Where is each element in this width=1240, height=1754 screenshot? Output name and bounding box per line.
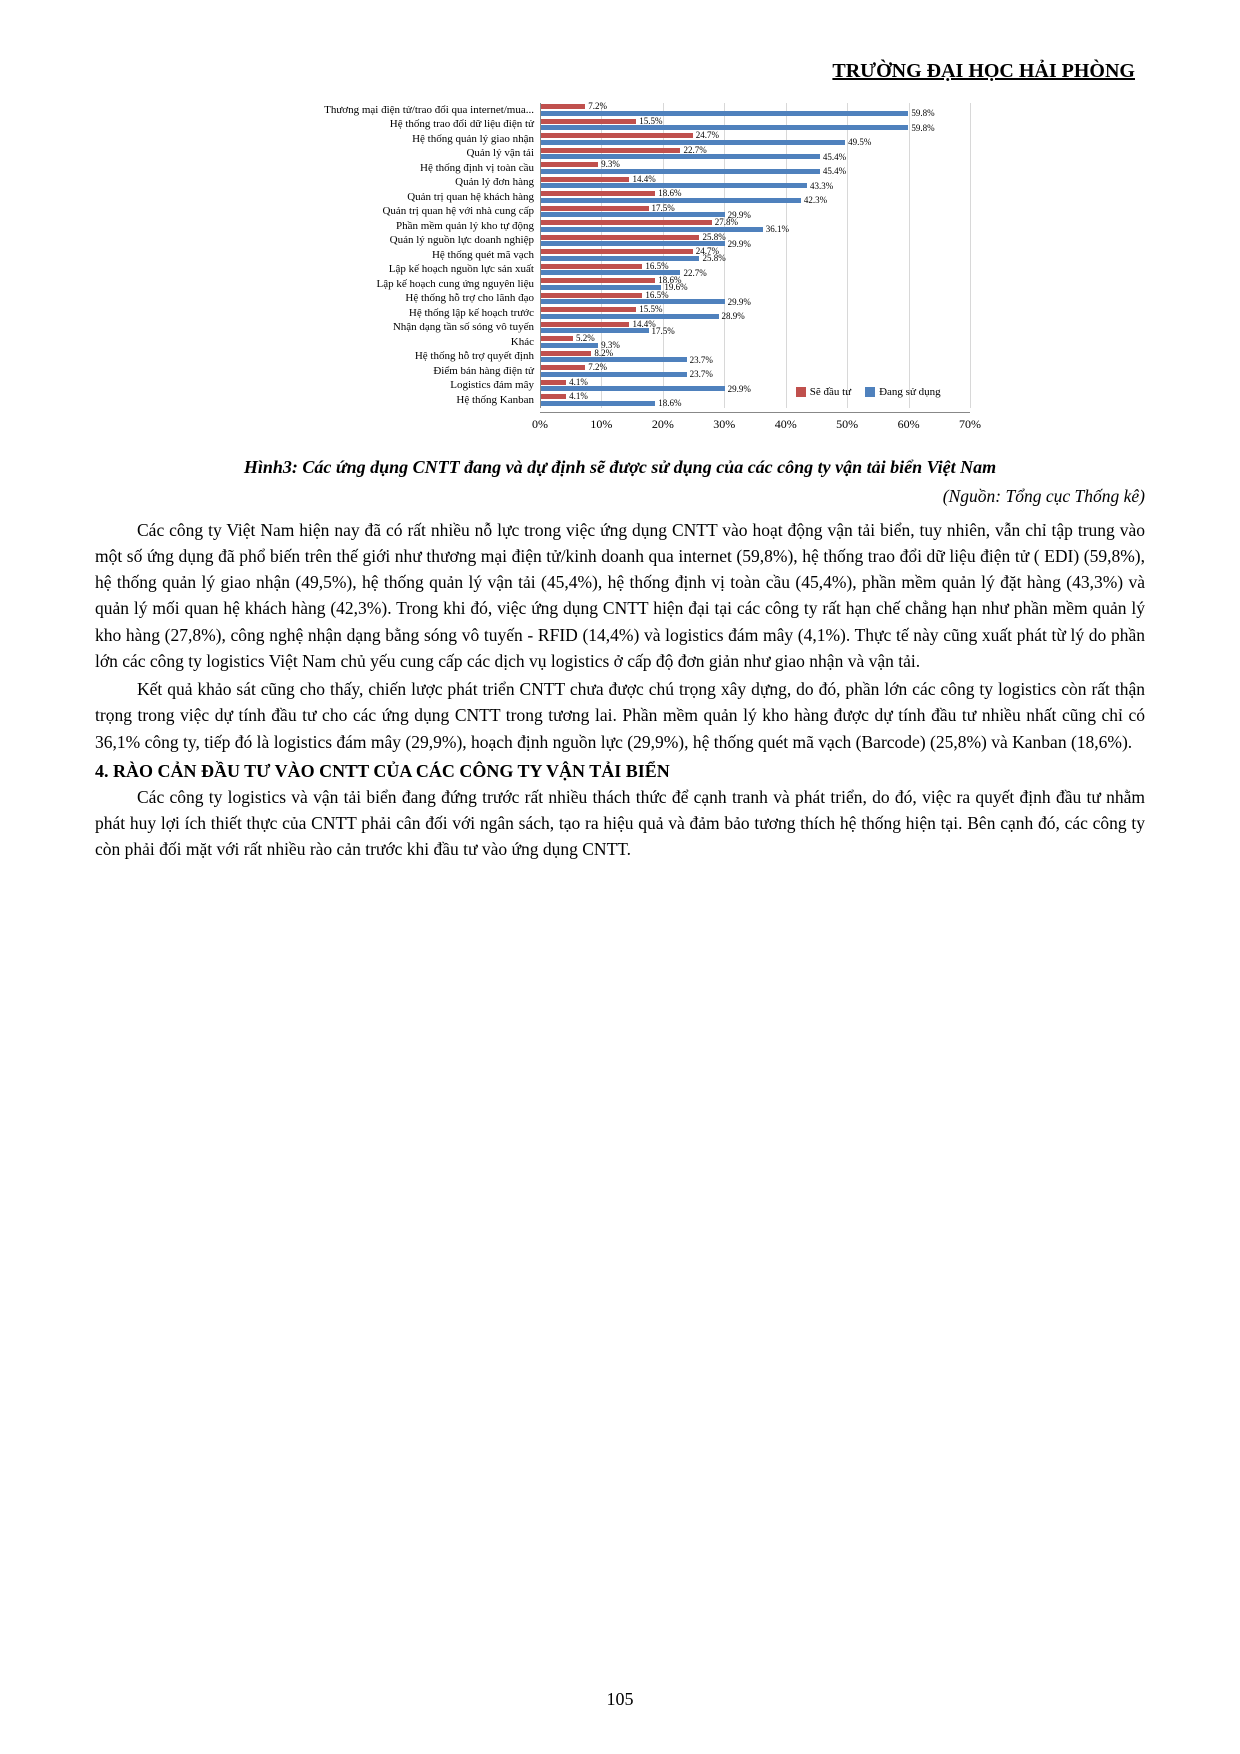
bar-using [541, 212, 725, 217]
x-axis-tick: 20% [652, 417, 674, 432]
bar-invest [541, 148, 680, 153]
bar-invest [541, 380, 566, 385]
chart-row: Lập kế hoạch cung ứng nguyên liệu18.6%19… [260, 277, 980, 292]
chart-category-label: Khác [260, 337, 540, 348]
chart-category-label: Hệ thống lập kế hoạch trước [260, 308, 540, 319]
x-axis-tick: 50% [836, 417, 858, 432]
bar-using [541, 256, 699, 261]
bar-invest [541, 394, 566, 399]
chart-row: Quản trị quan hệ khách hàng18.6%42.3% [260, 190, 980, 205]
x-axis-tick: 40% [775, 417, 797, 432]
chart-category-label: Lập kế hoạch nguồn lực sản xuất [260, 264, 540, 275]
chart-category-label: Hệ thống định vị toàn cầu [260, 163, 540, 174]
page-number: 105 [0, 1689, 1240, 1710]
chart-row: Hệ thống trao đổi dữ liệu điện tử15.5%59… [260, 118, 980, 133]
bar-invest [541, 264, 642, 269]
chart-row: Logistics đám mây4.1%29.9% [260, 379, 980, 394]
bar-using [541, 111, 908, 116]
chart-category-label: Quản trị quan hệ với nhà cung cấp [260, 206, 540, 217]
chart-row: Điểm bán hàng điện tử7.2%23.7% [260, 364, 980, 379]
bar-invest [541, 235, 699, 240]
chart-category-label: Phần mềm quản lý kho tự động [260, 221, 540, 232]
x-axis-tick: 30% [713, 417, 735, 432]
chart-row: Nhận dạng tần số sóng vô tuyến14.4%17.5% [260, 321, 980, 336]
bar-using [541, 285, 661, 290]
bar-invest [541, 177, 629, 182]
chart-category-label: Hệ thống quản lý giao nhận [260, 134, 540, 145]
bar-using [541, 140, 845, 145]
chart-row: Khác5.2%9.3% [260, 335, 980, 350]
chart-row: Quản trị quan hệ với nhà cung cấp17.5%29… [260, 205, 980, 220]
chart-category-label: Hệ thống trao đổi dữ liệu điện tử [260, 119, 540, 130]
bar-using [541, 169, 820, 174]
chart-category-label: Quản lý nguồn lực doanh nghiệp [260, 235, 540, 246]
body-paragraph-2: Kết quả khảo sát cũng cho thấy, chiến lư… [95, 676, 1145, 755]
chart-category-label: Hệ thống hỗ trợ quyết định [260, 351, 540, 362]
chart-row: Hệ thống Kanban4.1%18.6% [260, 393, 980, 408]
bar-invest [541, 322, 629, 327]
x-axis-tick: 0% [532, 417, 548, 432]
chart-row: Hệ thống hỗ trợ quyết định8.2%23.7% [260, 350, 980, 365]
chart-row: Hệ thống quản lý giao nhận24.7%49.5% [260, 132, 980, 147]
chart-row: Hệ thống lập kế hoạch trước15.5%28.9% [260, 306, 980, 321]
bar-using [541, 357, 687, 362]
bar-using [541, 401, 655, 406]
chart-category-label: Hệ thống hỗ trợ cho lãnh đạo [260, 293, 540, 304]
body-paragraph-1: Các công ty Việt Nam hiện nay đã có rất … [95, 517, 1145, 675]
x-axis-tick: 70% [959, 417, 981, 432]
bar-invest [541, 220, 712, 225]
bar-using [541, 154, 820, 159]
section-heading: 4. RÀO CẢN ĐẦU TƯ VÀO CNTT CỦA CÁC CÔNG … [95, 761, 1145, 782]
bar-invest [541, 336, 573, 341]
bar-invest [541, 133, 693, 138]
chart-row: Hệ thống quét mã vạch24.7%25.8% [260, 248, 980, 263]
figure-caption: Hình3: Các ứng dụng CNTT đang và dự định… [95, 454, 1145, 480]
bar-invest [541, 307, 636, 312]
chart-category-label: Quản trị quan hệ khách hàng [260, 192, 540, 203]
bar-invest [541, 365, 585, 370]
chart-category-label: Lập kế hoạch cung ứng nguyên liệu [260, 279, 540, 290]
bar-invest [541, 119, 636, 124]
chart-category-label: Hệ thống Kanban [260, 395, 540, 406]
bar-invest [541, 293, 642, 298]
bar-chart: Thương mại điện tử/trao đổi qua internet… [260, 103, 980, 436]
bar-invest [541, 206, 649, 211]
bar-invest [541, 191, 655, 196]
chart-row: Hệ thống hỗ trợ cho lãnh đạo16.5%29.9% [260, 292, 980, 307]
x-axis-tick: 10% [590, 417, 612, 432]
chart-row: Quản lý đơn hàng14.4%43.3% [260, 176, 980, 191]
bar-using [541, 299, 725, 304]
bar-invest [541, 351, 591, 356]
bar-using [541, 198, 801, 203]
figure-source: (Nguồn: Tổng cục Thống kê) [95, 486, 1145, 507]
chart-category-label: Nhận dạng tần số sóng vô tuyến [260, 322, 540, 333]
body-paragraph-3: Các công ty logistics và vận tải biển đa… [95, 784, 1145, 863]
bar-invest [541, 104, 585, 109]
bar-using [541, 372, 687, 377]
chart-row: Lập kế hoạch nguồn lực sản xuất16.5%22.7… [260, 263, 980, 278]
chart-row: Phần mềm quản lý kho tự động27.8%36.1% [260, 219, 980, 234]
chart-row: Thương mại điện tử/trao đổi qua internet… [260, 103, 980, 118]
bar-invest [541, 278, 655, 283]
chart-row: Quản lý vận tải22.7%45.4% [260, 147, 980, 162]
bar-invest [541, 162, 598, 167]
x-axis-tick: 60% [898, 417, 920, 432]
bar-invest [541, 249, 693, 254]
bar-using [541, 227, 763, 232]
bar-using [541, 314, 719, 319]
chart-category-label: Điểm bán hàng điện tử [260, 366, 540, 377]
bar-using [541, 343, 598, 348]
chart-category-label: Hệ thống quét mã vạch [260, 250, 540, 261]
chart-category-label: Thương mại điện tử/trao đổi qua internet… [260, 105, 540, 116]
page-header: TRƯỜNG ĐẠI HỌC HẢI PHÒNG [95, 60, 1145, 83]
chart-row: Hệ thống định vị toàn cầu9.3%45.4% [260, 161, 980, 176]
bar-using [541, 125, 908, 130]
chart-category-label: Quản lý vận tải [260, 148, 540, 159]
chart-category-label: Logistics đám mây [260, 380, 540, 391]
chart-category-label: Quản lý đơn hàng [260, 177, 540, 188]
chart-row: Quản lý nguồn lực doanh nghiệp25.8%29.9% [260, 234, 980, 249]
bar-value-label: 18.6% [658, 399, 681, 408]
